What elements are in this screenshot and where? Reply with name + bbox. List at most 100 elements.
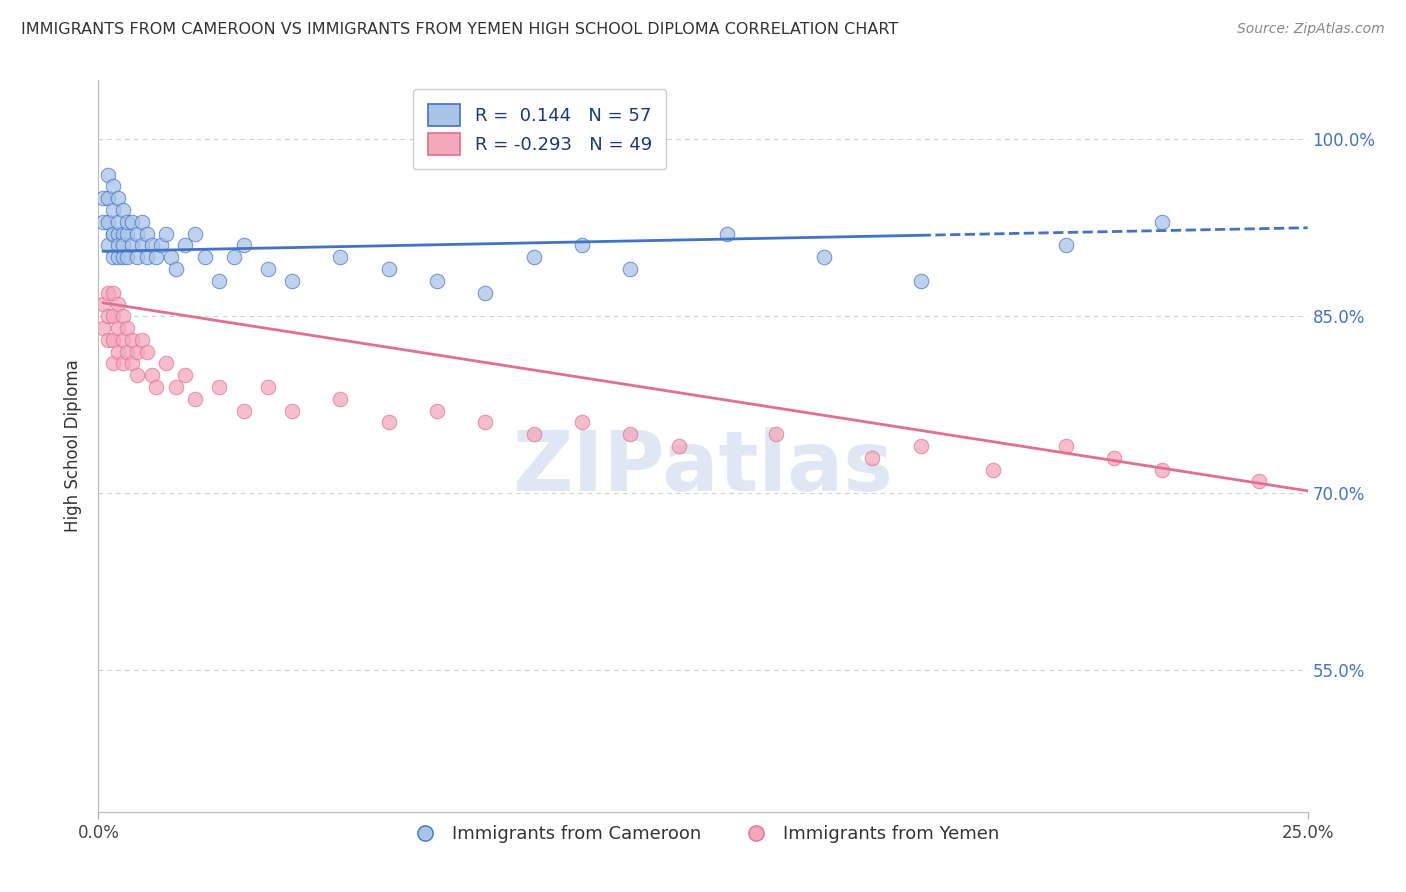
Point: [117, 321, 139, 335]
Point: [117, 227, 139, 241]
Point: [101, 202, 124, 217]
Point: [101, 356, 124, 370]
Point: [256, 380, 278, 394]
Point: [107, 297, 129, 311]
Point: [1249, 475, 1271, 489]
Text: Source: ZipAtlas.com: Source: ZipAtlas.com: [1237, 22, 1385, 37]
Point: [165, 262, 187, 277]
Point: [281, 274, 304, 288]
Point: [127, 250, 149, 264]
Point: [145, 380, 167, 394]
Point: [111, 202, 134, 217]
Point: [813, 250, 835, 264]
Point: [1152, 462, 1174, 476]
Point: [111, 356, 134, 370]
Point: [329, 392, 352, 406]
Point: [121, 356, 143, 370]
Point: [571, 416, 593, 430]
Point: [222, 250, 245, 264]
Y-axis label: High School Diploma: High School Diploma: [65, 359, 83, 533]
Point: [150, 238, 173, 252]
Text: IMMIGRANTS FROM CAMEROON VS IMMIGRANTS FROM YEMEN HIGH SCHOOL DIPLOMA CORRELATIO: IMMIGRANTS FROM CAMEROON VS IMMIGRANTS F…: [21, 22, 898, 37]
Point: [1152, 215, 1174, 229]
Point: [668, 439, 690, 453]
Point: [474, 285, 496, 300]
Point: [117, 215, 139, 229]
Point: [155, 227, 177, 241]
Point: [141, 368, 163, 383]
Point: [97, 238, 120, 252]
Point: [101, 250, 124, 264]
Point: [426, 403, 449, 417]
Point: [174, 238, 197, 252]
Point: [184, 227, 207, 241]
Point: [111, 310, 134, 324]
Point: [131, 215, 153, 229]
Point: [155, 356, 177, 370]
Point: [174, 368, 197, 383]
Point: [571, 238, 593, 252]
Point: [91, 297, 114, 311]
Point: [232, 403, 254, 417]
Point: [329, 250, 352, 264]
Point: [377, 416, 399, 430]
Point: [1054, 439, 1077, 453]
Point: [377, 262, 399, 277]
Point: [127, 368, 149, 383]
Point: [160, 250, 183, 264]
Point: [101, 310, 124, 324]
Point: [97, 333, 120, 347]
Point: [765, 427, 787, 442]
Point: [117, 344, 139, 359]
Point: [97, 168, 120, 182]
Point: [107, 215, 129, 229]
Point: [194, 250, 217, 264]
Point: [523, 427, 546, 442]
Point: [91, 191, 114, 205]
Point: [111, 333, 134, 347]
Point: [281, 403, 304, 417]
Point: [523, 250, 546, 264]
Point: [716, 227, 738, 241]
Point: [256, 262, 278, 277]
Point: [135, 344, 157, 359]
Point: [474, 416, 496, 430]
Legend: Immigrants from Cameroon, Immigrants from Yemen: Immigrants from Cameroon, Immigrants fro…: [399, 818, 1007, 850]
Point: [135, 250, 157, 264]
Point: [107, 321, 129, 335]
Point: [910, 274, 932, 288]
Point: [107, 344, 129, 359]
Point: [101, 333, 124, 347]
Point: [135, 227, 157, 241]
Point: [619, 427, 641, 442]
Point: [101, 179, 124, 194]
Point: [910, 439, 932, 453]
Point: [97, 215, 120, 229]
Point: [107, 238, 129, 252]
Point: [91, 321, 114, 335]
Point: [426, 274, 449, 288]
Point: [131, 333, 153, 347]
Point: [860, 450, 883, 465]
Point: [127, 227, 149, 241]
Point: [208, 380, 231, 394]
Point: [208, 274, 231, 288]
Point: [107, 227, 129, 241]
Point: [111, 238, 134, 252]
Point: [232, 238, 254, 252]
Point: [101, 227, 124, 241]
Point: [121, 238, 143, 252]
Point: [619, 262, 641, 277]
Point: [165, 380, 187, 394]
Point: [91, 215, 114, 229]
Point: [117, 250, 139, 264]
Point: [97, 191, 120, 205]
Point: [121, 215, 143, 229]
Point: [101, 285, 124, 300]
Point: [127, 344, 149, 359]
Point: [131, 238, 153, 252]
Point: [111, 227, 134, 241]
Point: [141, 238, 163, 252]
Point: [111, 250, 134, 264]
Point: [107, 191, 129, 205]
